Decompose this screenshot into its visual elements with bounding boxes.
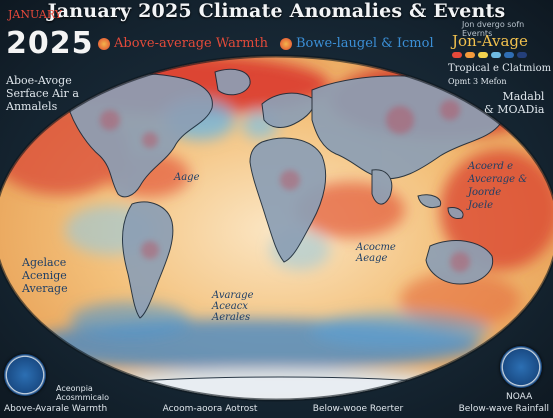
right-low-line-2: Avcerage & xyxy=(468,174,528,185)
color-swatch-row xyxy=(452,52,527,58)
footer-item-1: Above-Avarale Warmth xyxy=(4,404,108,414)
left-emblem-icon xyxy=(4,354,46,396)
southern-label-line-1: Avarage xyxy=(212,290,254,301)
color-swatch xyxy=(465,52,475,58)
left-emblem-text: Aceonpia Acosmmicalo xyxy=(56,384,109,402)
left-panel-middle: Agelace Acenige Average xyxy=(22,256,68,295)
footer-item-3: Below-wooe Roerter xyxy=(312,404,404,414)
southern-label-line-3: Aerales xyxy=(212,312,251,323)
color-swatch xyxy=(504,52,514,58)
year-label: 2025 xyxy=(6,26,94,61)
america-label: Aage xyxy=(174,172,200,183)
top-right-caption: Jon dvergo sofn Evernts xyxy=(462,20,525,38)
right-emblem-text: NOAA xyxy=(506,392,533,402)
africa-label: Acocme Aeage xyxy=(356,242,396,264)
right-low-line-3: Joorde xyxy=(468,187,502,198)
noaa-emblem-icon xyxy=(500,346,542,388)
left-emblem-line-1: Aceonpia xyxy=(56,384,93,393)
legend-warm-label: Above-average Warmth xyxy=(114,36,268,51)
legend-warm: Above-average Warmth xyxy=(98,36,268,51)
left-top-line-1: Aboe-Avoge xyxy=(6,74,72,87)
color-swatch xyxy=(452,52,462,58)
right-low-line-1: Acoerd e xyxy=(468,161,514,172)
africa-label-line-1: Acocme xyxy=(356,242,396,253)
legend-cool-label: Bowe-laugel & Icmol xyxy=(296,36,434,51)
left-mid-line-3: Average xyxy=(22,282,68,295)
left-top-line-2: Serface Air a xyxy=(6,87,79,100)
footer-item-4: Below-wave Rainfall xyxy=(458,404,549,414)
right-panel-lower: Acoerd e Avcerage & Joorde Joele xyxy=(468,160,527,212)
top-right-heading: Jon-Avage xyxy=(452,32,528,50)
africa-label-line-2: Aeage xyxy=(356,253,388,264)
left-panel-top: Aboe-Avoge Serface Air a Anmalels xyxy=(6,74,79,113)
footer-item-2: Acoom-aoora Aotrost xyxy=(162,404,258,414)
page-title: January 2025 Climate Anomalies & Events xyxy=(47,0,506,22)
left-mid-line-2: Acenige xyxy=(22,269,67,282)
color-swatch xyxy=(517,52,527,58)
color-swatch xyxy=(491,52,501,58)
footer-legend: Above-Avarale Warmth Acoom-aoora Aotrost… xyxy=(0,404,553,418)
cool-dot-icon xyxy=(280,37,292,50)
left-mid-line-1: Agelace xyxy=(22,256,67,269)
right-panel-top: Tropical e Clatmiom Opmt 3 Mefon xyxy=(448,62,551,88)
america-label-line-1: Aage xyxy=(174,172,200,183)
month-label: JANUARY xyxy=(8,8,63,21)
right-top-line-2: Opmt 3 Mefon xyxy=(448,77,507,86)
right-mid-line-2: & MOADia xyxy=(484,103,545,116)
left-top-line-3: Anmalels xyxy=(6,100,58,113)
left-emblem-line-2: Acosmmicalo xyxy=(56,393,110,402)
right-mid-line-1: Madabl xyxy=(502,90,545,103)
color-swatch xyxy=(478,52,488,58)
warm-dot-icon xyxy=(98,37,110,50)
legend-cool: Bowe-laugel & Icmol xyxy=(280,36,434,51)
southern-label-line-2: Aceacx xyxy=(212,301,248,312)
right-panel-mid: Madabl & MOADia xyxy=(484,90,544,116)
right-low-line-4: Joele xyxy=(468,200,494,211)
southern-label: Avarage Aceacx Aerales xyxy=(212,290,254,323)
right-top-line-1: Tropical e Clatmiom xyxy=(448,63,552,74)
